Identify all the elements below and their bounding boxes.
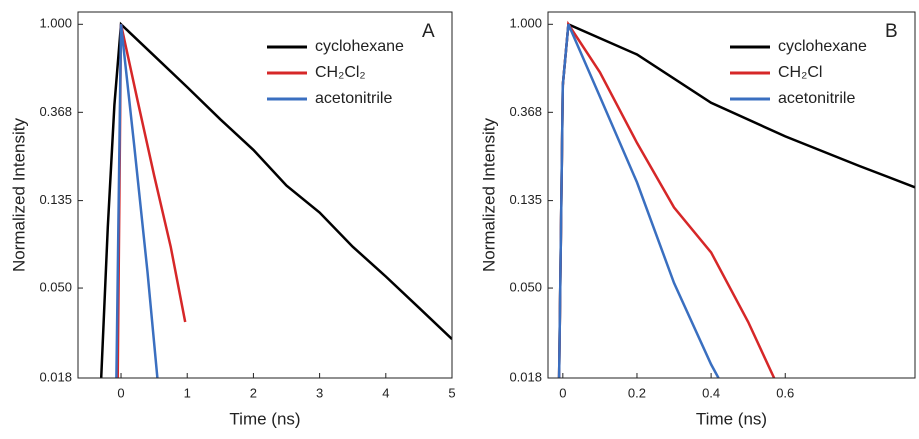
y-tick-label: 1.000 — [39, 16, 72, 31]
y-tick-label: 0.368 — [39, 104, 72, 119]
y-axis-label: Normalized Intensity — [9, 118, 28, 273]
legend-label: cyclohexane — [778, 38, 867, 55]
y-tick-label: 0.050 — [509, 279, 542, 294]
x-tick-label: 2 — [250, 385, 257, 400]
x-tick-label: 5 — [448, 385, 455, 400]
legend-label: CH₂Cl₂ — [315, 64, 366, 81]
x-tick-label: 0 — [117, 385, 124, 400]
x-tick-label: 3 — [316, 385, 323, 400]
data-line — [557, 23, 720, 378]
data-line — [115, 24, 159, 378]
plot-frame — [547, 11, 916, 379]
x-tick-label: 4 — [382, 385, 389, 400]
legend-label: acetonitrile — [778, 90, 855, 107]
y-tick-label: 1.000 — [509, 16, 542, 31]
y-tick-label: 0.018 — [509, 369, 542, 384]
x-axis-label: Time (ns) — [229, 409, 300, 428]
legend-label: cyclohexane — [315, 38, 404, 55]
y-tick-label: 0.050 — [39, 279, 72, 294]
legend-label: CH₂Cl — [778, 64, 822, 81]
data-line — [99, 21, 452, 378]
y-tick-label: 0.135 — [509, 192, 542, 207]
y-axis-label: Normalized Intensity — [479, 118, 498, 273]
x-tick-label: 0 — [559, 385, 566, 400]
x-tick-label: 1 — [184, 385, 191, 400]
y-tick-label: 0.135 — [39, 192, 72, 207]
y-tick-label: 0.368 — [509, 104, 542, 119]
y-tick-label: 0.018 — [39, 369, 72, 384]
x-tick-label: 0.2 — [628, 385, 646, 400]
plot-frame — [77, 11, 453, 379]
data-line — [557, 22, 915, 378]
x-axis-label: Time (ns) — [696, 409, 767, 428]
x-tick-label: 0.4 — [702, 385, 720, 400]
legend-label: acetonitrile — [315, 90, 392, 107]
panel-label: B — [885, 21, 898, 42]
panel-label: A — [422, 21, 435, 42]
x-tick-label: 0.6 — [776, 385, 794, 400]
